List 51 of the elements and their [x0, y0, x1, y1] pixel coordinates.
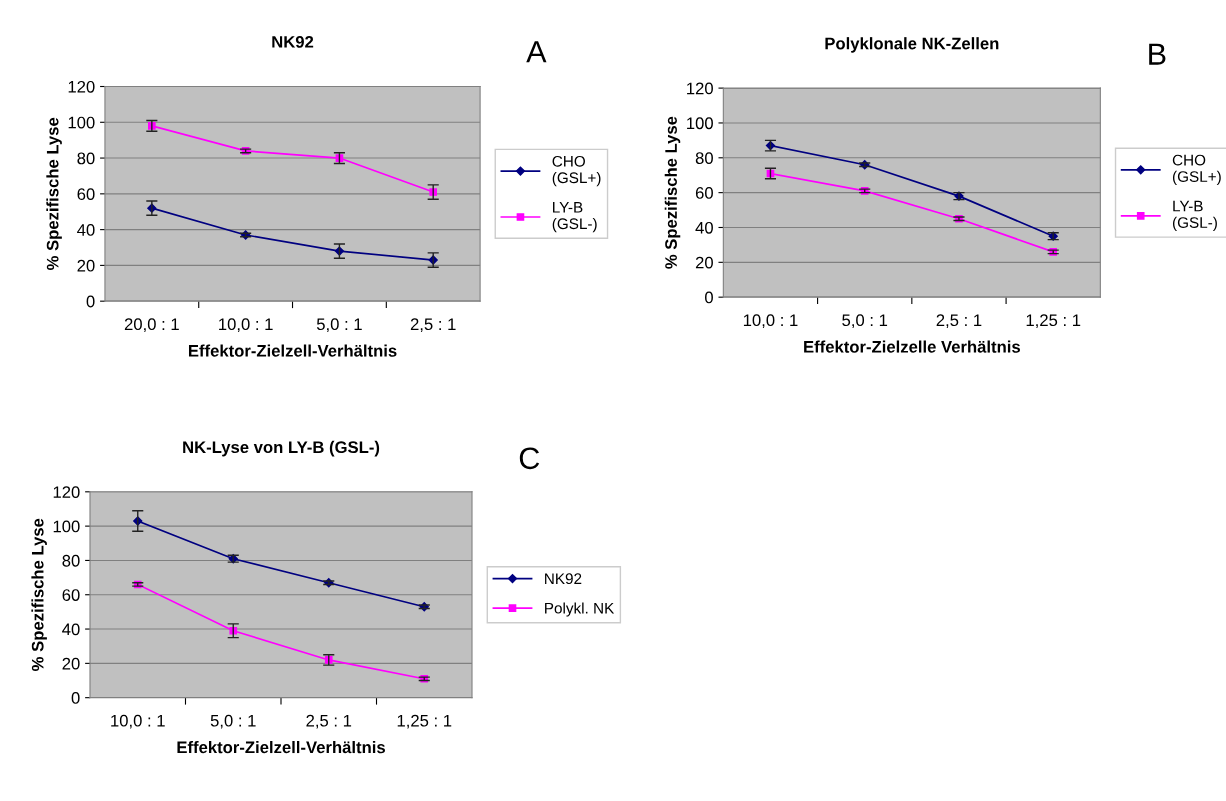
y-tick-label: 0	[705, 291, 713, 304]
y-tick-label: 100	[687, 117, 713, 130]
y-tick-label: 100	[68, 116, 95, 129]
legend-label: LY-B (GSL-)	[1172, 200, 1217, 231]
x-tick-label: 5,0 : 1	[210, 714, 256, 729]
y-tick-label: 0	[86, 295, 95, 308]
y-tick-label: 80	[62, 554, 80, 567]
text: C	[519, 447, 540, 470]
legend-label: Polykl. NK	[545, 602, 615, 617]
legend-label: NK92	[545, 573, 582, 585]
x-tick-label: 10,0 : 1	[743, 314, 798, 329]
legend-label: CHO (GSL+)	[552, 155, 601, 187]
x-tick-label: 20,0 : 1	[124, 318, 179, 333]
x-axis-title: Effektor-Zielzell-Verhältnis	[188, 344, 397, 357]
x-tick-label: 1,25 : 1	[1026, 314, 1081, 329]
y-tick-label: 60	[77, 188, 95, 201]
y-tick-label: 0	[71, 692, 80, 704]
x-tick-label: 10,0 : 1	[219, 318, 273, 333]
x-axis-title: Effektor-Zielzelle Verhältnis	[804, 340, 1020, 353]
y-axis-title: % Spezifische Lyse	[664, 116, 681, 269]
y-tick-label: 40	[62, 623, 80, 636]
y-axis-title: % Spezifische Lyse	[31, 518, 47, 671]
chart-title: NK92	[272, 35, 314, 48]
y-tick-label: 40	[77, 224, 95, 236]
text: A	[526, 41, 547, 63]
x-tick-label: 5,0 : 1	[316, 318, 362, 333]
y-tick-label: 40	[695, 221, 713, 234]
chart-title: NK-Lyse von LY-B (GSL-)	[183, 440, 380, 457]
x-tick-label: 2,5 : 1	[936, 314, 982, 329]
x-tick-label: 2,5 : 1	[410, 318, 456, 333]
y-axis-title: % Spezifische Lyse	[46, 117, 62, 270]
y-tick-label: 60	[62, 589, 80, 601]
y-tick-label: 120	[687, 82, 713, 95]
y-tick-label: 60	[695, 187, 713, 199]
y-tick-label: 80	[77, 152, 95, 165]
y-tick-label: 20	[62, 657, 80, 670]
legend-label: CHO (GSL+)	[1172, 154, 1221, 185]
x-tick-label: 10,0 : 1	[111, 714, 165, 729]
legend-label: LY-B (GSL-)	[552, 202, 597, 233]
chart-title: Polyklonale NK-Zellen	[825, 37, 999, 53]
y-tick-label: 120	[53, 486, 80, 499]
y-tick-label: 100	[53, 520, 80, 533]
x-tick-label: 2,5 : 1	[306, 714, 352, 729]
y-tick-label: 20	[77, 259, 95, 272]
y-tick-label: 20	[695, 256, 713, 269]
x-axis-title: Effektor-Zielzell-Verhältnis	[177, 740, 385, 754]
text: B	[1149, 43, 1166, 65]
y-tick-label: 80	[695, 152, 713, 164]
x-tick-label: 1,25 : 1	[397, 714, 452, 729]
x-tick-label: 5,0 : 1	[842, 314, 888, 329]
y-tick-label: 120	[68, 80, 95, 93]
